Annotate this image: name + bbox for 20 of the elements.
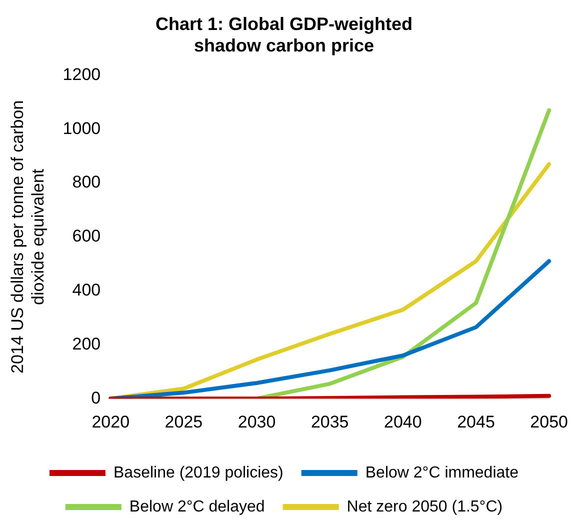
y-axis-title: 2014 US dollars per tonne of carbon dioxide equivalent	[8, 100, 48, 374]
y-tick-label: 800	[72, 172, 101, 192]
x-tick-label: 2030	[238, 412, 276, 432]
x-tick-label: 2035	[310, 412, 349, 432]
y-tick-label: 0	[91, 388, 101, 408]
legend-label: Below 2°C delayed	[129, 498, 265, 516]
legend-label: Net zero 2050 (1.5°C)	[346, 498, 503, 516]
x-tick-label: 2040	[384, 412, 422, 432]
x-tick-label: 2020	[92, 412, 130, 432]
x-tick-label: 2045	[457, 412, 495, 432]
x-tick-label: 2025	[164, 412, 203, 432]
x-tick-label: 2050	[530, 412, 568, 432]
legend-label: Baseline (2019 policies)	[114, 464, 284, 482]
y-tick-label: 1200	[62, 64, 101, 84]
y-tick-label: 1000	[62, 118, 101, 138]
legend-label: Below 2°C immediate	[365, 464, 519, 482]
y-tick-label: 200	[72, 334, 101, 354]
y-tick-label: 600	[72, 226, 101, 246]
chart-title: Chart 1: Global GDP-weighted shadow carbon price	[155, 14, 413, 56]
y-tick-label: 400	[72, 280, 101, 300]
